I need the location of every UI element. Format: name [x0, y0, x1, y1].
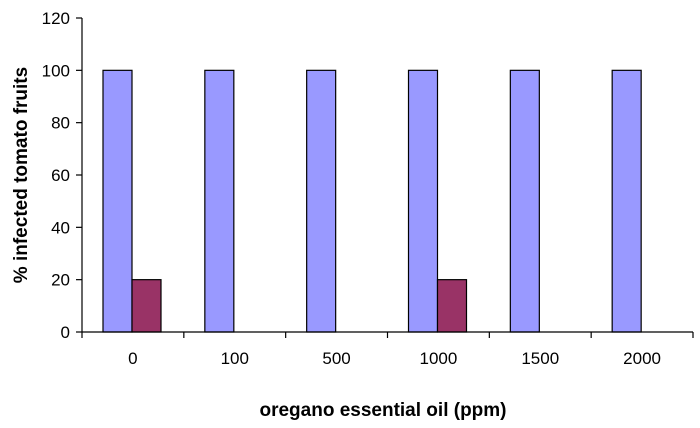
- bar-series1-500: [306, 69, 337, 333]
- x-tick-label: 500: [322, 349, 350, 368]
- bar-series2-0: [131, 279, 162, 333]
- y-tick-label: 0: [61, 323, 70, 342]
- x-tick-label: 2000: [623, 349, 661, 368]
- bar-series1-1500: [509, 69, 540, 333]
- y-tick-label: 20: [51, 271, 70, 290]
- y-tick-label: 40: [51, 218, 70, 237]
- bar-series1-2000: [611, 69, 642, 333]
- bars-layer: [102, 69, 642, 333]
- bar-series1-1000: [407, 69, 439, 333]
- x-axis-ticks: 0 100 500 1000 1500 2000: [81, 332, 694, 368]
- bar-series2-1000: [436, 279, 468, 333]
- bar-series1-0: [102, 69, 133, 333]
- x-tick-label: 1500: [521, 349, 559, 368]
- x-tick-label: 1000: [420, 349, 458, 368]
- y-tick-label: 120: [42, 9, 70, 28]
- bar-series1-100: [204, 69, 235, 333]
- x-tick-label: 100: [221, 349, 249, 368]
- x-axis-title: oregano essential oil (ppm): [259, 400, 506, 421]
- y-tick-label: 80: [51, 114, 70, 133]
- x-tick-label: 0: [128, 349, 137, 368]
- y-tick-label: 60: [51, 166, 70, 185]
- y-axis-title: % infected tomato fruits: [11, 67, 32, 283]
- y-tick-label: 100: [42, 61, 70, 80]
- y-axis-ticks: 0 20 40 60 80 100 120: [42, 9, 82, 342]
